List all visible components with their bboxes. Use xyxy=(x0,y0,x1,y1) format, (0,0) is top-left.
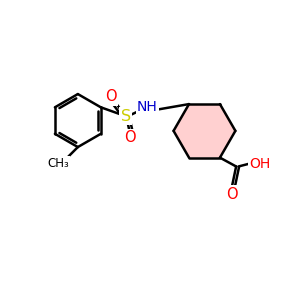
Text: S: S xyxy=(121,109,131,124)
Text: CH₃: CH₃ xyxy=(47,157,69,170)
Text: O: O xyxy=(226,187,238,202)
Text: NH: NH xyxy=(137,100,158,114)
Text: OH: OH xyxy=(249,157,270,170)
Text: O: O xyxy=(124,130,136,145)
Polygon shape xyxy=(174,104,236,158)
Text: O: O xyxy=(105,89,117,104)
